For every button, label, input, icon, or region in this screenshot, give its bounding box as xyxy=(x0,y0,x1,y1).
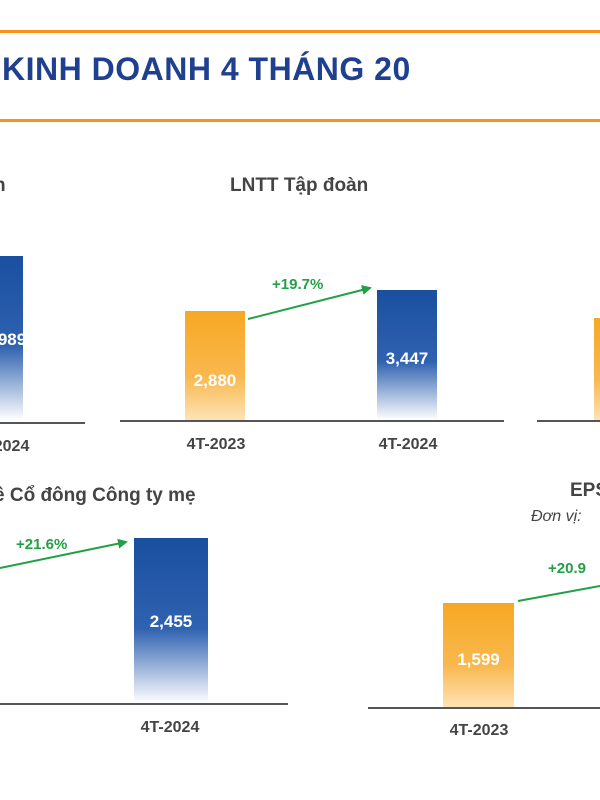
chart-5-unit: Đơn vị: xyxy=(531,508,582,525)
chart-3-bar-partial xyxy=(594,318,600,420)
chart-1-title: n xyxy=(0,175,6,197)
chart-1-value-label-4t-2024: 989 xyxy=(0,330,27,349)
chart-2-growth-label: +19.7% xyxy=(272,276,324,293)
chart-2-bar-4t-2024 xyxy=(377,290,437,420)
chart-5-bar-4t-2023 xyxy=(443,603,514,707)
chart-2-value-label-4t-2024: 3,447 xyxy=(385,348,429,368)
title-banner: QUẢ KINH DOANH 4 THÁNG 20 xyxy=(0,30,600,122)
chart-4-tick-4t-2024: 4T-2024 xyxy=(140,719,200,736)
chart-2-tick-4t-2023: 4T-2023 xyxy=(186,436,246,453)
chart-3-baseline xyxy=(537,420,600,422)
chart-2-value-label-4t-2023: 2,880 xyxy=(193,371,237,391)
chart-4-value-label-4t-2024: 2,455 xyxy=(149,612,193,632)
page-title: QUẢ KINH DOANH 4 THÁNG 20 xyxy=(0,51,411,87)
chart-5-tick-4t-2023: 4T-2023 xyxy=(449,722,509,739)
chart-5-growth-label: +20.9 xyxy=(548,560,586,577)
chart-1-bar-4t-2024 xyxy=(0,256,23,420)
chart-2-bar-4t-2023 xyxy=(185,311,245,420)
chart-4-growth-label: +21.6% xyxy=(16,536,68,553)
chart-5-value-label-4t-2023: 1,599 xyxy=(457,649,500,669)
chart-1-tick-4t-2024: 4T-2024 xyxy=(0,438,30,455)
chart-4-bar-4t-2024 xyxy=(134,538,208,703)
chart-4-baseline xyxy=(0,703,288,705)
chart-5-growth-arrow xyxy=(517,585,600,602)
chart-2-baseline xyxy=(120,420,504,422)
chart-5-title: EPS xyxy=(570,480,600,501)
chart-1-baseline xyxy=(0,422,85,424)
chart-4-title: ề Cổ đông Công ty mẹ xyxy=(0,485,196,506)
chart-5-baseline xyxy=(368,707,600,709)
chart-2-tick-4t-2024: 4T-2024 xyxy=(378,436,438,453)
chart-2-title: LNTT Tập đoàn xyxy=(230,175,369,196)
